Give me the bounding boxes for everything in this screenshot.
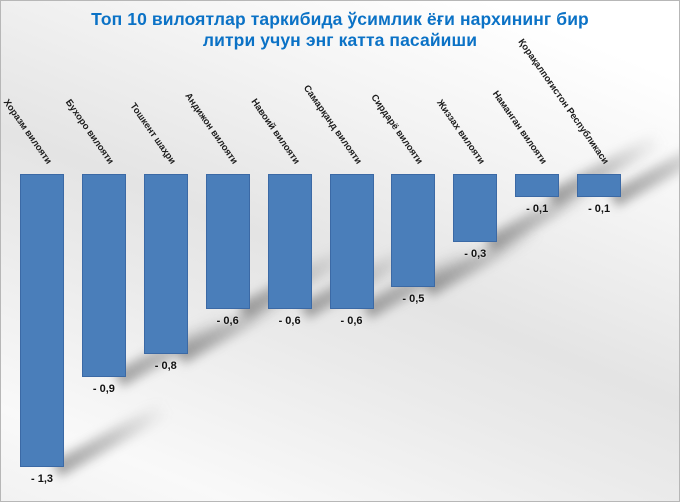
category-label: Самарқанд вилояти	[300, 83, 364, 167]
bar	[205, 174, 250, 309]
bar-shadow	[51, 397, 176, 477]
bar	[20, 174, 64, 467]
bar-value-label: - 0,9	[92, 382, 115, 395]
category-label: Андижон вилояти	[182, 90, 240, 167]
chart-title: Топ 10 вилоятлар таркибида ўсимлик ёғи н…	[1, 9, 679, 51]
bar-value-label: - 0,1	[526, 202, 549, 215]
bar-value-label: - 0,5	[402, 292, 425, 305]
bar-value-label: - 0,6	[278, 315, 301, 327]
bar	[329, 174, 374, 309]
bar-value-label: - 0,6	[216, 315, 239, 327]
bar-value-label: - 0,6	[340, 315, 363, 327]
bar	[143, 174, 188, 354]
bar	[391, 174, 436, 287]
bar	[453, 174, 498, 242]
bar	[515, 174, 560, 197]
bar-value-label: - 1,3	[30, 472, 53, 485]
category-label: Наманган вилояти	[490, 88, 550, 167]
bar	[577, 174, 622, 197]
bar-value-label: - 0,1	[588, 202, 611, 215]
bar-value-label: - 0,8	[154, 360, 177, 372]
category-label: Жиззах вилояти	[434, 97, 488, 167]
bar	[267, 174, 312, 309]
category-label: Тошкент шаҳри	[127, 101, 178, 167]
category-label: Навоий вилояти	[248, 96, 302, 167]
category-label: Сирдарё вилояти	[368, 92, 426, 167]
category-label: Бухоро вилояти	[62, 97, 116, 167]
chart-title-line1: Топ 10 вилоятлар таркибида ўсимлик ёғи н…	[91, 9, 589, 29]
category-label: Қорақалпоғистон Республикаси	[515, 36, 611, 167]
chart-title-line2: литри учун энг катта пасайиши	[202, 30, 478, 50]
bar-value-label: - 0,3	[464, 247, 487, 260]
bar	[81, 174, 126, 377]
